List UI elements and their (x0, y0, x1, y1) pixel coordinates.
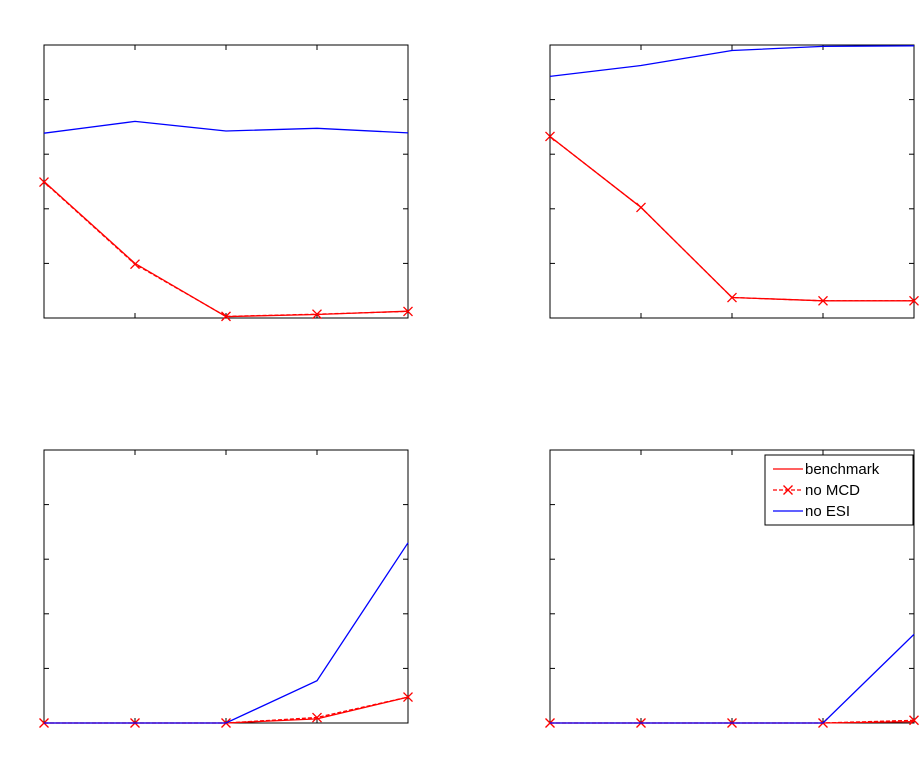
legend-label: benchmark (805, 461, 880, 478)
series-line-no-mcd (43, 181, 409, 318)
legend-label: no ESI (805, 503, 850, 520)
data-point (39, 177, 49, 188)
axes-box (43, 449, 409, 724)
data-point (312, 309, 322, 320)
axes-box (43, 44, 409, 319)
data-point (636, 202, 646, 213)
data-point (403, 692, 413, 703)
legend-label: no MCD (805, 482, 860, 499)
chart-panel-2 (545, 44, 919, 319)
data-point (909, 295, 919, 306)
data-point (818, 295, 828, 306)
series-line-no-esi (549, 45, 915, 78)
series-line-no-esi (44, 542, 409, 724)
chart-panel-3 (39, 449, 413, 728)
chart-panel-4: benchmark no MCD no ESI (545, 449, 919, 728)
legend-marker (783, 485, 793, 495)
series-line-no-esi (550, 633, 915, 724)
legend: benchmark no MCD no ESI (764, 454, 914, 526)
data-point (403, 306, 413, 317)
data-point (909, 715, 919, 726)
legend-box (764, 454, 914, 526)
data-point (545, 131, 555, 142)
data-point (727, 292, 737, 303)
axes-box (549, 44, 915, 319)
data-point (130, 259, 140, 270)
data-point (312, 712, 322, 723)
data-point (221, 311, 231, 322)
chart-panel-1 (39, 44, 413, 322)
series-line-no-esi (43, 120, 409, 134)
